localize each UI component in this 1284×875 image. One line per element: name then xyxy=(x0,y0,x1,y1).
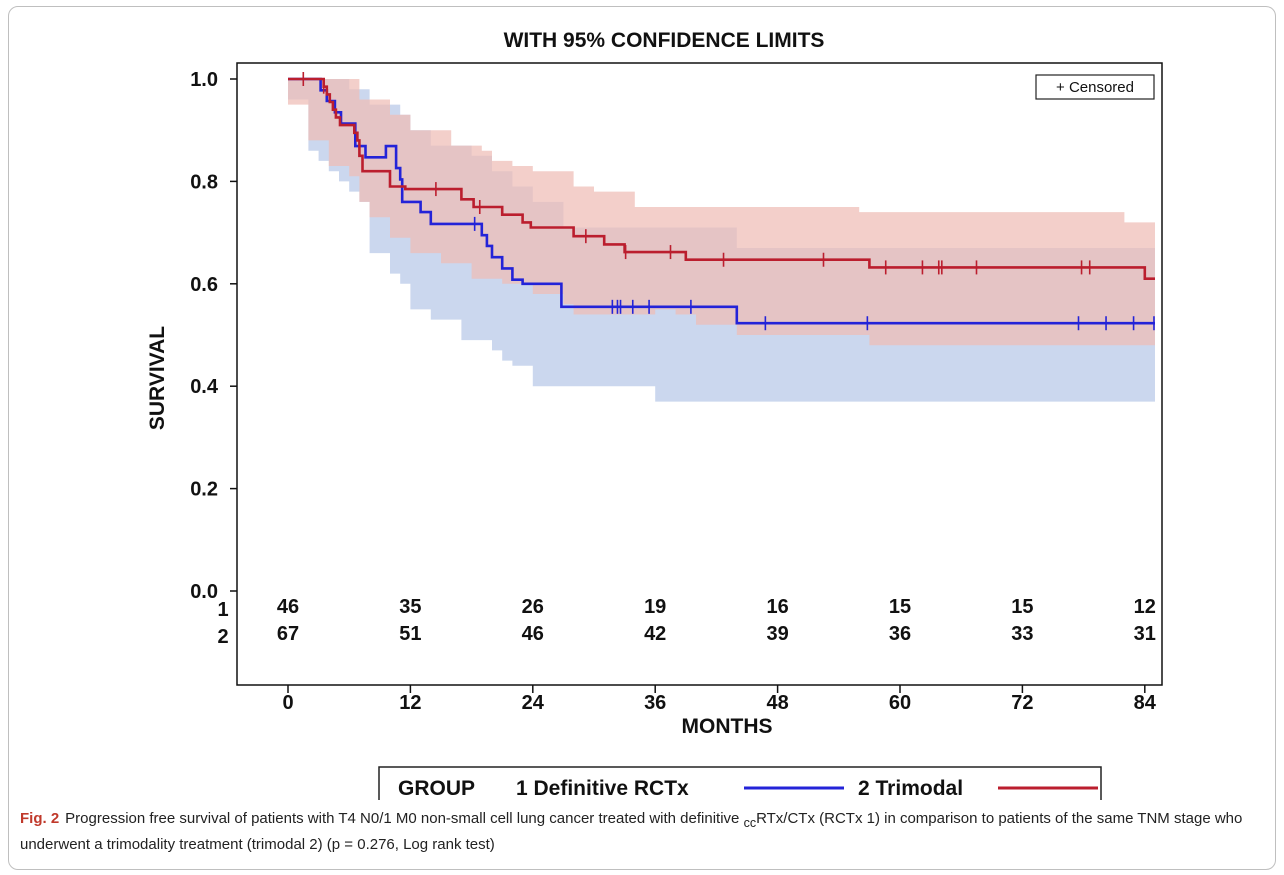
risk-count-group-2-6: 33 xyxy=(1011,623,1033,645)
y-tick-label-2: 0.4 xyxy=(190,376,219,398)
caption-text-before: Progression free survival of patients wi… xyxy=(65,810,744,827)
group-legend: GROUP 1 Definitive RCTx 2 Trimodal xyxy=(378,766,1102,800)
risk-count-group-1-4: 16 xyxy=(766,596,788,618)
y-tick-label-0: 0.0 xyxy=(190,581,218,603)
x-axis-label: MONTHS xyxy=(682,715,773,738)
x-tick-label-3: 36 xyxy=(644,692,666,714)
caption-figure-label: Fig. 2 xyxy=(20,810,60,827)
risk-count-group-1-1: 35 xyxy=(399,596,421,618)
x-tick-label-0: 0 xyxy=(282,692,293,714)
risk-count-group-2-0: 67 xyxy=(277,623,299,645)
figure-caption: Fig. 2 Progression free survival of patie… xyxy=(20,808,1270,856)
risk-count-group-2-3: 42 xyxy=(644,623,666,645)
x-tick-label-2: 24 xyxy=(522,692,545,714)
figure-frame xyxy=(8,6,1276,870)
survival-curves xyxy=(288,72,1155,331)
risk-count-group-1-0: 46 xyxy=(277,596,299,618)
group-legend-title: GROUP xyxy=(398,777,475,800)
risk-count-group-1-2: 26 xyxy=(522,596,544,618)
caption-text-after: RTx/CTx (RCTx 1) in comparison to patien… xyxy=(20,810,1243,853)
risk-count-group-2-7: 31 xyxy=(1134,623,1156,645)
x-tick-label-4: 48 xyxy=(766,692,788,714)
risk-count-group-2-5: 36 xyxy=(889,623,911,645)
censor-legend-box xyxy=(1035,74,1155,100)
risk-count-group-1-3: 19 xyxy=(644,596,666,618)
survival-curve-series-1 xyxy=(288,77,1155,325)
caption-subscript: cc xyxy=(743,816,757,830)
risk-row-label-2: 2 xyxy=(217,626,228,648)
y-tick-label-1: 0.2 xyxy=(190,479,218,501)
y-tick-label-4: 0.8 xyxy=(190,171,218,193)
plot-area: 0.00.20.40.60.81.00 12 24 36 48 60 72 841 46 35 26… xyxy=(190,62,1163,714)
risk-count-group-2-1: 51 xyxy=(399,623,421,645)
legend-series-2-label: 2 Trimodal xyxy=(858,777,963,800)
y-tick-label-3: 0.6 xyxy=(190,274,218,296)
risk-count-group-2-2: 46 xyxy=(522,623,544,645)
x-tick-label-1: 12 xyxy=(399,692,421,714)
risk-count-group-1-7: 12 xyxy=(1134,596,1156,618)
survival-curve-series-2 xyxy=(288,77,1155,280)
risk-count-group-1-6: 15 xyxy=(1011,596,1033,618)
censor-legend-label: + Censored xyxy=(1056,79,1134,96)
confidence-bands xyxy=(288,79,1155,402)
x-tick-label-7: 84 xyxy=(1134,692,1157,714)
legend-series-1-label: 1 Definitive RCTx xyxy=(516,777,689,800)
km-chart: WITH 95% CONFIDENCE LIMITS 0.0 0.2 0.4 0.6 0… xyxy=(146,29,1163,800)
censor-legend: + Censored xyxy=(1035,74,1155,100)
x-tick-label-6: 72 xyxy=(1011,692,1033,714)
risk-row-label-1: 1 xyxy=(217,599,228,621)
risk-count-group-2-4: 39 xyxy=(766,623,788,645)
y-tick-label-5: 1.0 xyxy=(190,69,218,91)
y-axis-label: SURVIVAL xyxy=(146,326,169,430)
risk-count-group-1-5: 15 xyxy=(889,596,911,618)
chart-title: WITH 95% CONFIDENCE LIMITS xyxy=(504,29,825,52)
group-legend-box xyxy=(378,766,1102,800)
confidence-band-series-2 xyxy=(288,79,1155,346)
plot-frame xyxy=(236,62,1163,686)
x-tick-label-5: 60 xyxy=(889,692,911,714)
